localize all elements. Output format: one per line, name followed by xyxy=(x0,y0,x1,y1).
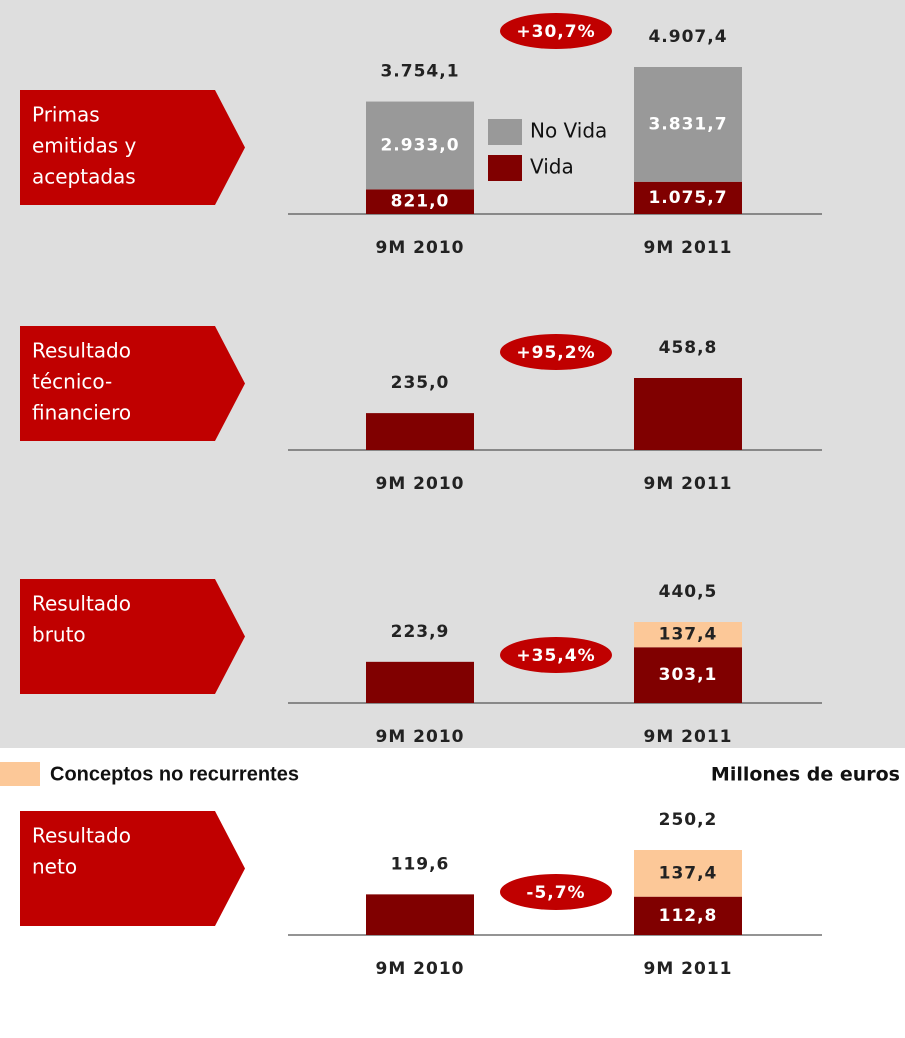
label-text: aceptadas xyxy=(32,165,136,189)
bar-segment xyxy=(366,413,474,450)
label-text: emitidas y xyxy=(32,134,136,158)
change-label: +30,7% xyxy=(516,22,595,42)
x-tick-label: 9M 2011 xyxy=(644,238,733,258)
x-tick-label: 9M 2010 xyxy=(376,959,465,979)
segment-label: 137,4 xyxy=(659,863,718,883)
segment-label: 2.933,0 xyxy=(380,135,459,155)
total-label: 440,5 xyxy=(659,582,718,602)
bar-segment xyxy=(366,894,474,935)
bar-segment xyxy=(634,622,742,648)
label-box xyxy=(20,811,245,926)
value-label: 223,9 xyxy=(391,622,450,642)
segment-label: 1.075,7 xyxy=(648,188,727,208)
bar-segment xyxy=(634,647,742,703)
x-tick-label: 9M 2010 xyxy=(376,474,465,494)
x-tick-label: 9M 2011 xyxy=(644,959,733,979)
legend-swatch xyxy=(488,155,522,181)
footer-units: Millones de euros xyxy=(711,764,900,786)
change-bubble xyxy=(500,874,612,910)
total-label: 4.907,4 xyxy=(648,27,727,47)
bar-segment xyxy=(634,378,742,450)
label-text: Primas xyxy=(32,103,100,127)
total-label: 250,2 xyxy=(659,810,718,830)
bar-segment xyxy=(366,661,474,703)
segment-label: 3.831,7 xyxy=(648,114,727,134)
label-text: Resultado xyxy=(32,339,131,363)
bar-segment xyxy=(634,850,742,897)
segment-label: 112,8 xyxy=(659,906,718,926)
legend-label: No Vida xyxy=(530,119,607,143)
bar-segment xyxy=(366,101,474,190)
legend-swatch xyxy=(488,119,522,145)
x-tick-label: 9M 2011 xyxy=(644,474,733,494)
label-text: Resultado xyxy=(32,592,131,616)
label-text: Resultado xyxy=(32,824,131,848)
change-label: +95,2% xyxy=(516,343,595,363)
bar-segment xyxy=(634,67,742,182)
x-tick-label: 9M 2011 xyxy=(644,727,733,747)
label-box xyxy=(20,326,245,441)
value-label: 458,8 xyxy=(659,338,718,358)
label-text: financiero xyxy=(32,401,131,425)
label-text: bruto xyxy=(32,623,86,647)
segment-label: 821,0 xyxy=(391,192,450,212)
segment-label: 137,4 xyxy=(659,625,718,645)
change-label: +35,4% xyxy=(516,646,595,666)
bar-segment xyxy=(634,896,742,935)
change-label: -5,7% xyxy=(526,883,585,903)
bar-segment xyxy=(366,189,474,214)
change-bubble xyxy=(500,637,612,673)
x-tick-label: 9M 2010 xyxy=(376,238,465,258)
label-text: técnico- xyxy=(32,370,112,394)
legend-label: Vida xyxy=(530,155,574,179)
footer-swatch xyxy=(0,762,40,786)
label-box xyxy=(20,579,245,694)
segment-label: 303,1 xyxy=(659,665,718,685)
value-label: 235,0 xyxy=(391,373,450,393)
value-label: 119,6 xyxy=(391,854,450,874)
change-bubble xyxy=(500,334,612,370)
x-tick-label: 9M 2010 xyxy=(376,727,465,747)
bar-segment xyxy=(634,181,742,214)
change-bubble xyxy=(500,13,612,49)
label-text: neto xyxy=(32,855,77,879)
footer-legend: Conceptos no recurrentes xyxy=(50,763,299,785)
label-box xyxy=(20,90,245,205)
total-label: 3.754,1 xyxy=(380,62,459,82)
